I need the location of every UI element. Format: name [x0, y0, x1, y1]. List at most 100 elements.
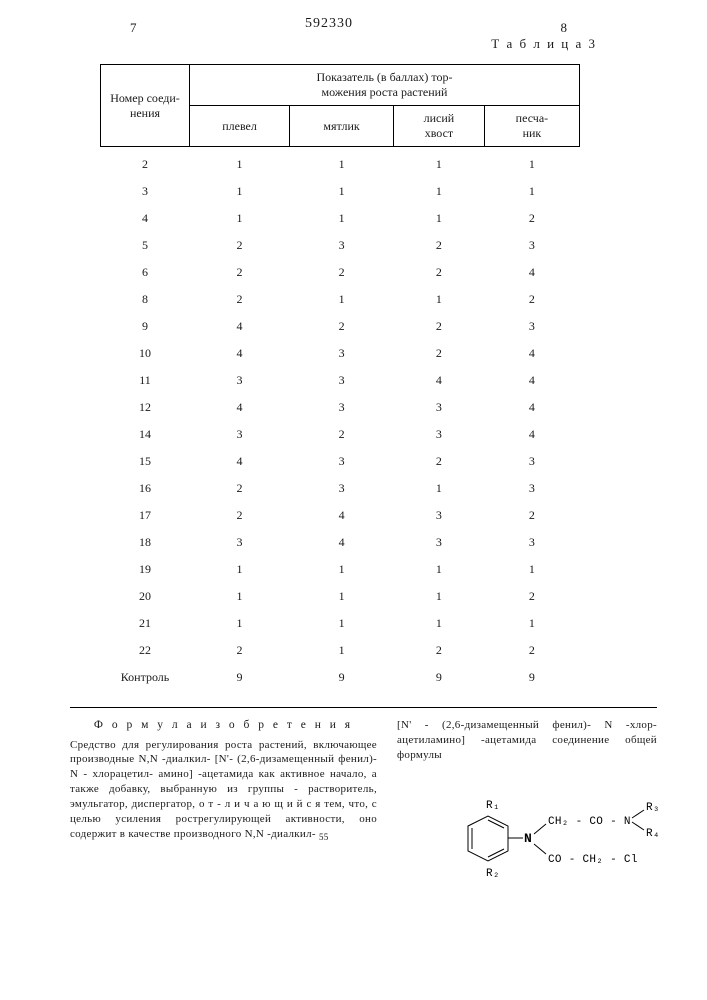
table-row: 154323 [101, 448, 580, 475]
claims-right-column: [N' - (2,6-дизамещенный фенил)- N -хлор-… [387, 718, 657, 914]
chem-r2: R₂ [486, 868, 500, 880]
claims-right-text: [N' - (2,6-дизамещенный фенил)- N -хлор-… [397, 719, 657, 761]
data-cell: 1 [484, 178, 579, 205]
table-row: 21111 [101, 147, 580, 179]
data-cell: 2 [190, 286, 290, 313]
data-cell: 4 [190, 448, 290, 475]
row-id-cell: Контроль [101, 664, 190, 691]
data-cell: 1 [290, 637, 394, 664]
document-number: 592330 [305, 16, 353, 32]
table-row: 62224 [101, 259, 580, 286]
data-cell: 4 [484, 421, 579, 448]
data-cell: 4 [484, 394, 579, 421]
data-cell: 9 [290, 664, 394, 691]
row-id-cell: 5 [101, 232, 190, 259]
data-cell: 1 [190, 205, 290, 232]
data-cell: 3 [290, 232, 394, 259]
row-id-cell: 6 [101, 259, 190, 286]
data-cell: 1 [394, 147, 485, 179]
page-number-right: 8 [561, 20, 568, 36]
row-id-cell: 4 [101, 205, 190, 232]
col-header-2: лисий хвост [394, 106, 485, 147]
data-cell: 1 [290, 610, 394, 637]
group-header: Показатель (в баллах) тор- можения роста… [190, 65, 580, 106]
data-cell: 9 [190, 664, 290, 691]
data-cell: 2 [484, 637, 579, 664]
table-row: 201112 [101, 583, 580, 610]
claims-left-text: Средство для регулирования роста растени… [70, 739, 377, 840]
chemical-structure: R₁ R₂ N CH₂ - CO - N R₃ R₄ CO - CH₂ - Cl [397, 783, 657, 915]
data-cell: 1 [394, 286, 485, 313]
data-cell: 4 [394, 367, 485, 394]
row-id-cell: 10 [101, 340, 190, 367]
data-cell: 1 [190, 178, 290, 205]
data-cell: 4 [190, 313, 290, 340]
data-cell: 2 [394, 313, 485, 340]
row-id-cell: 12 [101, 394, 190, 421]
data-cell: 1 [394, 205, 485, 232]
data-cell: 3 [190, 529, 290, 556]
data-cell: 3 [394, 502, 485, 529]
data-cell: 3 [190, 421, 290, 448]
data-cell: 3 [190, 367, 290, 394]
row-id-cell: 22 [101, 637, 190, 664]
table-row: 222122 [101, 637, 580, 664]
col-header-1: мятлик [290, 106, 394, 147]
data-cell: 4 [484, 259, 579, 286]
data-cell: 3 [290, 475, 394, 502]
claims-title: Ф о р м у л а и з о б р е т е н и я [70, 718, 377, 734]
table-body: 2111131111411125232362224821129422310432… [101, 147, 580, 692]
data-cell: 2 [394, 637, 485, 664]
data-cell: 3 [290, 367, 394, 394]
row-id-cell: 16 [101, 475, 190, 502]
data-cell: 3 [290, 448, 394, 475]
chem-r4: R₄ [646, 828, 660, 840]
data-cell: 2 [290, 313, 394, 340]
row-id-cell: 19 [101, 556, 190, 583]
data-cell: 4 [190, 340, 290, 367]
claims-section: Ф о р м у л а и з о б р е т е н и я Сред… [70, 707, 657, 914]
data-cell: 9 [394, 664, 485, 691]
table-row: 124334 [101, 394, 580, 421]
data-cell: 1 [290, 178, 394, 205]
table-row: 94223 [101, 313, 580, 340]
row-id-cell: 14 [101, 421, 190, 448]
data-cell: 1 [190, 556, 290, 583]
table-caption: Т а б л и ц а 3 [491, 36, 597, 52]
data-cell: 1 [484, 610, 579, 637]
data-cell: 4 [290, 529, 394, 556]
chem-r3: R₃ [646, 802, 660, 814]
col-header-0: плевел [190, 106, 290, 147]
data-cell: 1 [190, 583, 290, 610]
col-header-3: песча- ник [484, 106, 579, 147]
data-cell: 9 [484, 664, 579, 691]
chem-frag-top: CH₂ - CO - N [548, 816, 631, 828]
table-row: 52323 [101, 232, 580, 259]
page-header: 7 592330 8 Т а б л и ц а 3 [70, 20, 657, 50]
row-id-cell: 18 [101, 529, 190, 556]
data-cell: 2 [290, 421, 394, 448]
data-cell: 1 [394, 475, 485, 502]
structure-svg: R₁ R₂ N CH₂ - CO - N R₃ R₄ CO - CH₂ - Cl [438, 796, 668, 896]
data-cell: 3 [290, 394, 394, 421]
row-id-cell: 8 [101, 286, 190, 313]
claims-left-column: Ф о р м у л а и з о б р е т е н и я Сред… [70, 718, 387, 914]
data-cell: 4 [290, 502, 394, 529]
data-cell: 4 [484, 367, 579, 394]
data-cell: 2 [484, 583, 579, 610]
data-cell: 4 [190, 394, 290, 421]
data-cell: 3 [484, 529, 579, 556]
data-cell: 1 [394, 583, 485, 610]
data-cell: 3 [484, 448, 579, 475]
data-cell: 3 [484, 313, 579, 340]
row-id-cell: 11 [101, 367, 190, 394]
table-row: 113344 [101, 367, 580, 394]
data-cell: 3 [394, 421, 485, 448]
data-cell: 4 [484, 340, 579, 367]
row-id-cell: 17 [101, 502, 190, 529]
data-cell: 2 [190, 637, 290, 664]
table-row: 143234 [101, 421, 580, 448]
chem-r1: R₁ [486, 800, 500, 812]
data-cell: 1 [394, 556, 485, 583]
row-header: Номер соеди- нения [101, 65, 190, 147]
